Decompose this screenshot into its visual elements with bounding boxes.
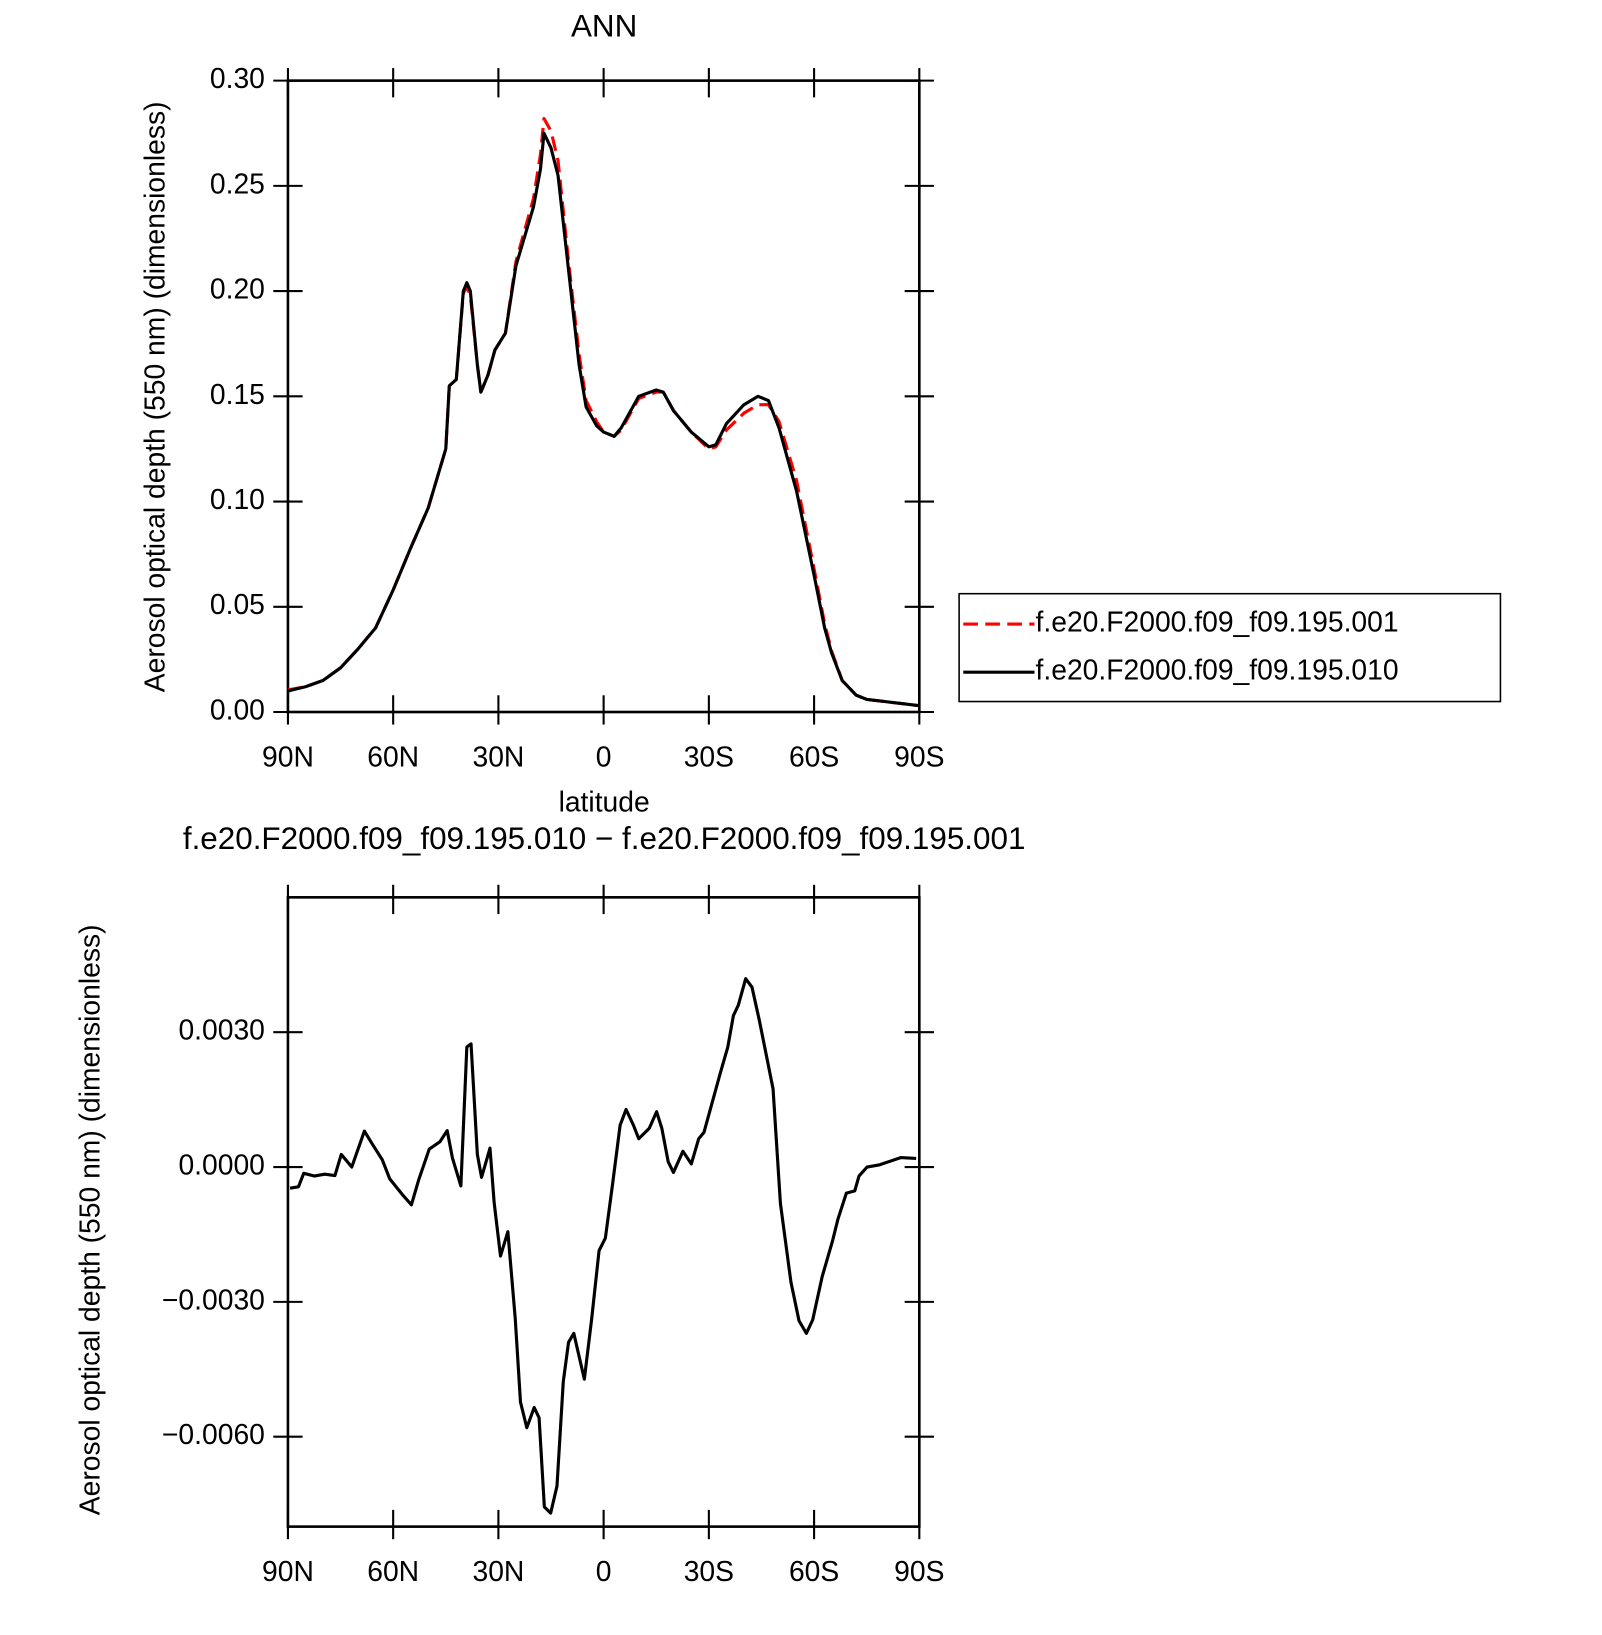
- x-tick-label: 60N: [367, 741, 419, 773]
- x-tick-label: 30N: [472, 1555, 524, 1587]
- y-tick-label: 0.0000: [178, 1148, 264, 1180]
- y-tick-label: 0.20: [210, 273, 265, 305]
- y-tick-label: 0.00: [210, 693, 265, 725]
- y-tick-label: 0.10: [210, 483, 265, 515]
- x-tick-label: 0: [596, 1555, 612, 1587]
- x-axis-label: latitude: [559, 1631, 650, 1635]
- y-tick-label: −0.0030: [162, 1283, 265, 1315]
- y-tick-label: 0.15: [210, 378, 265, 410]
- data-line: [287, 116, 920, 708]
- y-tick-label: 0.30: [210, 62, 265, 94]
- data-line: [289, 977, 917, 1515]
- x-tick-label: 60N: [367, 1555, 419, 1587]
- x-tick-label: 60S: [789, 1555, 839, 1587]
- y-tick-label: 0.0030: [178, 1014, 264, 1046]
- y-axis-label: Aerosol optical depth (550 nm) (dimensio…: [74, 924, 106, 1515]
- chart-title: f.e20.F2000.f09_f09.195.010 − f.e20.F200…: [183, 821, 1026, 856]
- x-tick-label: 90S: [894, 1555, 944, 1587]
- legend-label: f.e20.F2000.f09_f09.195.001: [1036, 606, 1399, 638]
- y-tick-label: −0.0060: [162, 1418, 265, 1450]
- legend-label: f.e20.F2000.f09_f09.195.010: [1036, 654, 1399, 686]
- x-axis-label: latitude: [559, 786, 650, 818]
- x-tick-label: 0: [596, 741, 612, 773]
- plot-frame: [286, 896, 921, 1528]
- y-axis-label: Aerosol optical depth (550 nm) (dimensio…: [139, 101, 171, 692]
- x-tick-label: 30S: [684, 1555, 734, 1587]
- x-tick-label: 30S: [684, 741, 734, 773]
- data-line: [287, 131, 920, 708]
- y-tick-label: 0.05: [210, 588, 265, 620]
- x-tick-label: 30N: [472, 741, 524, 773]
- x-tick-label: 60S: [789, 741, 839, 773]
- x-tick-label: 90N: [262, 741, 314, 773]
- y-tick-label: 0.25: [210, 167, 265, 199]
- x-tick-label: 90N: [262, 1555, 314, 1587]
- legend-box: [958, 592, 1502, 703]
- x-tick-label: 90S: [894, 741, 944, 773]
- chart-title: ANN: [571, 9, 637, 44]
